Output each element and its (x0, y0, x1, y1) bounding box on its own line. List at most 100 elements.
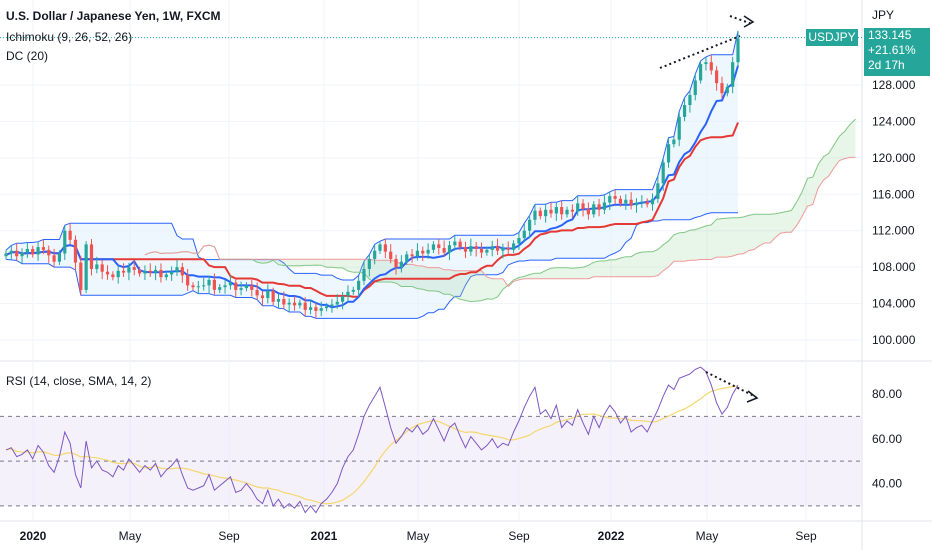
candle-body (442, 248, 446, 253)
candle-body (319, 308, 323, 311)
candle-body (715, 70, 719, 84)
price-tick-label: 108.000 (872, 260, 916, 274)
candle-body (458, 241, 462, 248)
candle-body (704, 62, 708, 65)
candle-body (57, 253, 62, 262)
candle-body (234, 282, 238, 290)
indicator-layer (0, 30, 862, 319)
candle-body (84, 244, 88, 290)
time-tick-label: May (407, 529, 430, 543)
time-tick-label: May (696, 529, 719, 543)
candle-body (303, 302, 307, 310)
candle-body (212, 279, 216, 290)
candle-body (640, 201, 644, 203)
candle-body (474, 246, 478, 249)
candle-body (367, 258, 371, 269)
time-tick-label: May (119, 529, 142, 543)
candle-body (244, 285, 249, 289)
candle-body (383, 244, 387, 252)
candle-body (501, 248, 505, 251)
senkou-span-a (144, 118, 856, 303)
candle-body (522, 230, 526, 238)
candle-body (223, 285, 227, 288)
price-change: +21.61% (868, 43, 916, 57)
candle-body (260, 295, 265, 299)
candle-body (485, 249, 489, 253)
candle-body (41, 247, 46, 250)
candle-body (148, 270, 152, 273)
time-tick-label: Sep (795, 529, 817, 543)
candle-body (613, 196, 617, 199)
symbol-badge: USDJPY (806, 29, 858, 46)
candle-body (186, 275, 190, 286)
candle-body (415, 250, 420, 257)
candle-body (624, 199, 628, 204)
time-tick-label: Sep (508, 529, 530, 543)
candle-body (560, 207, 564, 215)
candle-body (4, 253, 8, 257)
candle-body (132, 267, 136, 270)
candle-body (287, 302, 291, 305)
candle-body (276, 299, 281, 302)
candle-body (164, 274, 168, 278)
candle-body (266, 290, 270, 299)
candle-body (479, 248, 484, 253)
candle-body (52, 255, 56, 262)
candle-body (373, 250, 377, 259)
candle-body (15, 250, 19, 257)
annotations (659, 15, 759, 403)
time-tick-label: 2022 (598, 529, 625, 543)
candle-body (565, 209, 569, 215)
candle-body (250, 285, 254, 290)
trend-arrow-price-tip (729, 15, 753, 25)
price-tick-label: 120.000 (872, 151, 916, 165)
dc-legend[interactable]: DC (20) (6, 49, 49, 63)
candle-body (292, 302, 297, 306)
time-axis[interactable]: 2020 May Sep 2021 May Sep 2022 May Sep (20, 529, 817, 543)
candle-body (677, 116, 681, 140)
candle-body (121, 270, 126, 273)
candle-body (191, 285, 195, 288)
candle-body (431, 244, 436, 250)
ichimoku-cloud (144, 119, 856, 302)
candle-body (143, 270, 147, 274)
candle-body (218, 287, 222, 290)
candle-body (298, 302, 302, 306)
candle-body (608, 196, 612, 203)
candle-body (314, 307, 318, 311)
candle-body (544, 209, 548, 217)
candle-body (357, 280, 361, 290)
last-price: 133.145 (868, 28, 912, 42)
candle-body (495, 246, 500, 251)
candle-body (511, 243, 516, 250)
candles (4, 30, 740, 319)
candle-body (324, 306, 329, 309)
rsi-tick-label: 60.00 (872, 432, 902, 446)
candle-body (533, 210, 537, 220)
candle-body (645, 201, 649, 205)
rsi-legend[interactable]: RSI (14, close, SMA, 14, 2) (6, 374, 152, 388)
rsi-pane (0, 366, 862, 514)
candle-body (25, 248, 29, 253)
candle-body (447, 245, 452, 253)
candle-body (9, 250, 13, 254)
price-axis[interactable]: 100.000 104.000 108.000 112.000 116.000 120.0… (872, 78, 916, 491)
candle-body (378, 244, 382, 251)
candle-body (592, 204, 596, 215)
candle-body (666, 144, 671, 163)
donchian-lower (5, 212, 738, 319)
candle-body (180, 267, 184, 276)
candle-body (421, 250, 425, 254)
candle-body (672, 139, 676, 145)
candle-body (437, 244, 441, 249)
candle-body (597, 204, 601, 210)
ichimoku-legend[interactable]: Ichimoku (9, 26, 52, 26) (6, 30, 133, 44)
candle-body (698, 64, 703, 81)
chart-title: U.S. Dollar / Japanese Yen, 1W, FXCM (6, 9, 221, 23)
candle-body (389, 251, 393, 259)
candle-body (68, 230, 72, 240)
candle-body (95, 264, 99, 269)
candle-body (538, 210, 542, 217)
candle-body (63, 230, 67, 254)
